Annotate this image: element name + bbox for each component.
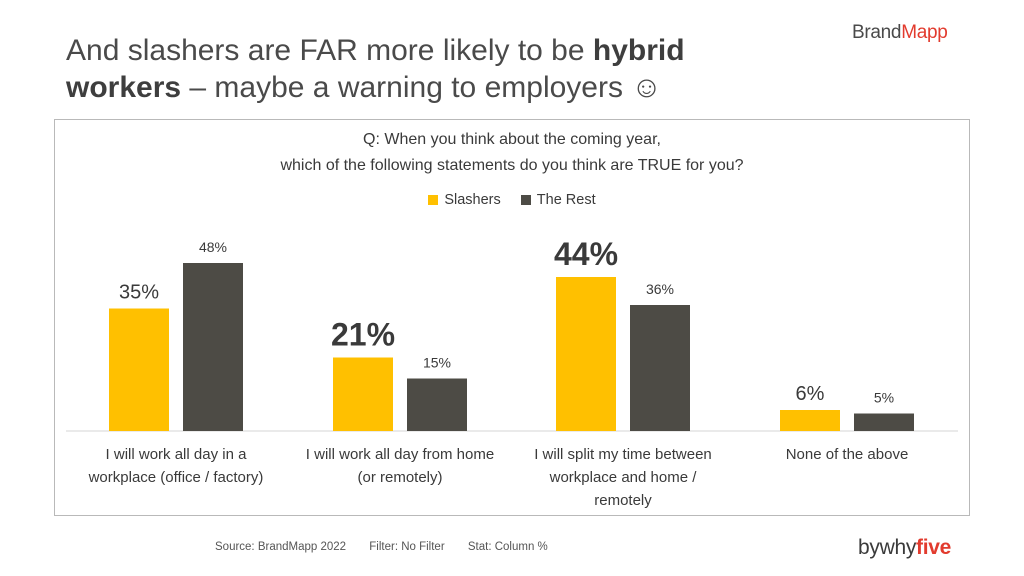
category-label-3-line-2: workplace and home / — [549, 469, 698, 486]
category-label-2-line-2: (or remotely) — [357, 469, 442, 486]
legend-swatch-slashers — [428, 195, 439, 205]
data-label-slashers-1: 35% — [119, 282, 159, 304]
category-label-3-line-3: remotely — [594, 492, 652, 509]
legend-item-slashers: Slashers — [428, 192, 501, 208]
title-emphasis-workers: workers — [66, 71, 182, 104]
question-line-2: which of the following statements do you… — [280, 157, 744, 174]
legend-label-the-rest: The Rest — [536, 192, 596, 208]
bar-slashers-4 — [780, 410, 840, 431]
bywhyfive-logo: bywhyfive — [858, 536, 952, 559]
chart-question: Q: When you think about the coming year,… — [54, 127, 970, 179]
legend-label-slashers: Slashers — [444, 192, 501, 208]
footer-source: Source: BrandMapp 2022 — [215, 541, 347, 553]
bar-the-rest-2 — [407, 378, 467, 431]
bar-the-rest-4 — [854, 413, 914, 431]
category-label-2-line-1: I will work all day from home — [306, 446, 494, 463]
footer-filter: Filter: No Filter — [369, 541, 445, 553]
brandmapp-logo: BrandMapp — [852, 22, 948, 43]
chart-legend: Slashers The Rest — [54, 192, 970, 209]
footer-notes: Source: BrandMapp 2022 Filter: No Filter… — [215, 541, 568, 553]
footer-stat: Stat: Column % — [467, 541, 548, 553]
bar-slashers-2 — [333, 357, 393, 431]
data-label-the-rest-3: 36% — [646, 281, 674, 297]
bar-the-rest-3 — [630, 305, 690, 431]
category-label-3-line-1: I will split my time between — [534, 446, 712, 463]
category-label-4-line-1: None of the above — [786, 446, 909, 463]
category-label-1-line-2: workplace (office / factory) — [88, 469, 264, 486]
data-label-slashers-4: 6% — [796, 383, 825, 405]
legend-item-the-rest: The Rest — [520, 192, 596, 208]
page-title: And slashers are FAR more likely to be h… — [66, 34, 685, 104]
legend-swatch-the-rest — [520, 195, 531, 205]
bar-the-rest-1 — [183, 263, 243, 431]
title-emphasis-hybrid: hybrid — [592, 34, 685, 67]
data-label-the-rest-4: 5% — [874, 390, 894, 406]
data-label-slashers-2: 21% — [331, 317, 395, 353]
question-line-1: Q: When you think about the coming year, — [363, 131, 661, 148]
data-label-slashers-3: 44% — [554, 236, 618, 272]
bar-slashers-1 — [109, 308, 169, 431]
chart-frame — [54, 119, 970, 516]
bar-slashers-3 — [556, 277, 616, 431]
data-label-the-rest-1: 48% — [199, 239, 227, 255]
category-label-1-line-1: I will work all day in a — [106, 446, 248, 463]
data-label-the-rest-2: 15% — [423, 355, 451, 371]
